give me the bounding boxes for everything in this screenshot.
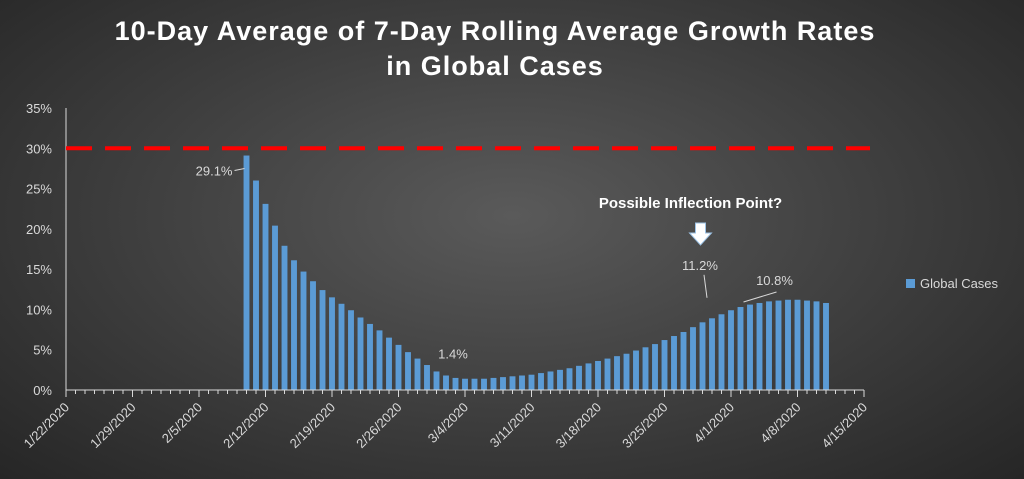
x-tick-label: 3/11/2020	[487, 400, 538, 451]
chart-title-line-1: 10-Day Average of 7-Day Rolling Average …	[114, 16, 876, 46]
bar	[490, 377, 497, 390]
bar	[262, 203, 269, 390]
x-tick-label: 1/22/2020	[21, 400, 73, 452]
y-tick-label: 15%	[26, 262, 52, 277]
x-tick-label: 2/12/2020	[220, 400, 272, 452]
bar	[737, 307, 744, 390]
bar	[671, 336, 677, 390]
x-tick-label: 4/15/2020	[819, 400, 871, 452]
bar	[566, 368, 573, 390]
bar	[794, 299, 801, 390]
bar	[433, 371, 440, 390]
x-tick-label: 2/26/2020	[353, 400, 405, 452]
bar	[785, 299, 791, 390]
bar	[576, 365, 582, 390]
bar	[585, 363, 592, 390]
legend-label: Global Cases	[920, 276, 999, 291]
x-tick-label: 3/25/2020	[619, 400, 671, 452]
y-tick-label: 30%	[26, 141, 52, 156]
x-tick-label: 1/29/2020	[87, 400, 139, 452]
bar	[709, 318, 715, 390]
data-label-leader	[703, 274, 708, 298]
bar	[823, 302, 829, 390]
bar	[509, 376, 516, 390]
x-tick-label: 4/8/2020	[757, 400, 803, 446]
bar	[604, 358, 611, 390]
bar	[405, 352, 411, 390]
bar	[338, 303, 345, 390]
bar	[452, 377, 459, 390]
x-tick-label: 2/19/2020	[287, 400, 339, 452]
data-label-leader	[234, 168, 245, 172]
bar	[462, 378, 468, 390]
bar	[367, 323, 373, 390]
bar	[766, 301, 772, 390]
bar	[642, 347, 649, 390]
bar	[775, 300, 782, 390]
bar	[547, 371, 554, 390]
bar	[557, 369, 563, 390]
bar	[300, 271, 307, 390]
y-tick-label: 25%	[26, 182, 52, 197]
bar	[804, 300, 810, 390]
bar	[623, 353, 630, 390]
bar	[253, 180, 259, 390]
bar	[699, 322, 706, 390]
bar	[329, 297, 335, 390]
bar	[471, 378, 478, 390]
bar	[728, 310, 734, 390]
bar	[281, 245, 288, 390]
bar	[718, 314, 725, 390]
data-label: 10.8%	[756, 273, 793, 288]
bar	[747, 304, 753, 390]
bar	[424, 365, 430, 390]
bar	[500, 377, 506, 390]
chart-title: 10-Day Average of 7-Day Rolling Average …	[60, 14, 930, 84]
down-arrow-icon	[688, 222, 713, 246]
x-tick-label: 3/18/2020	[553, 400, 605, 452]
bar	[243, 155, 250, 390]
y-tick-label: 5%	[33, 343, 52, 358]
bar	[813, 301, 820, 390]
bar	[481, 378, 487, 390]
data-label-leader	[743, 291, 777, 303]
bar	[386, 337, 392, 390]
bar	[633, 350, 639, 390]
data-label: 1.4%	[438, 347, 468, 362]
data-label: 11.2%	[682, 258, 718, 273]
bar	[272, 225, 278, 390]
chart-title-line-2: in Global Cases	[386, 51, 604, 81]
x-tick-label: 4/1/2020	[691, 400, 737, 446]
bar	[595, 360, 601, 390]
bar	[680, 331, 687, 390]
bar	[528, 374, 535, 390]
bar	[538, 373, 544, 390]
bar	[348, 310, 354, 390]
bar	[652, 344, 658, 390]
bar	[614, 356, 620, 390]
bar	[443, 375, 449, 390]
data-label: 29.1%	[196, 164, 233, 179]
x-tick-label: 3/4/2020	[425, 400, 471, 446]
x-tick-label: 2/5/2020	[159, 400, 205, 446]
bar	[414, 358, 421, 390]
bar	[519, 375, 525, 390]
annotation-text: Possible Inflection Point?	[599, 195, 782, 212]
bar	[291, 260, 297, 390]
y-tick-label: 20%	[26, 222, 52, 237]
legend-swatch	[906, 279, 915, 288]
y-tick-label: 35%	[26, 101, 52, 116]
bar	[319, 290, 326, 390]
bar	[661, 340, 668, 390]
y-tick-label: 10%	[26, 302, 52, 317]
bar	[395, 344, 402, 390]
bar	[690, 327, 696, 390]
bar	[357, 317, 364, 390]
y-tick-label: 0%	[33, 383, 52, 398]
bar	[310, 281, 316, 390]
bar	[756, 302, 763, 390]
bar	[376, 330, 383, 390]
